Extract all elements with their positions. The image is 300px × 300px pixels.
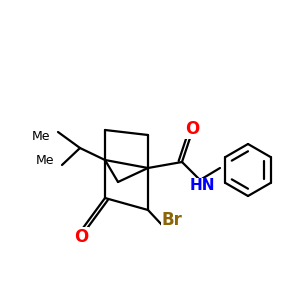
- Text: Br: Br: [162, 211, 182, 229]
- Text: Me: Me: [32, 130, 50, 142]
- Text: O: O: [74, 228, 88, 246]
- Text: Me: Me: [35, 154, 54, 167]
- Text: HN: HN: [189, 178, 215, 194]
- Text: O: O: [185, 120, 199, 138]
